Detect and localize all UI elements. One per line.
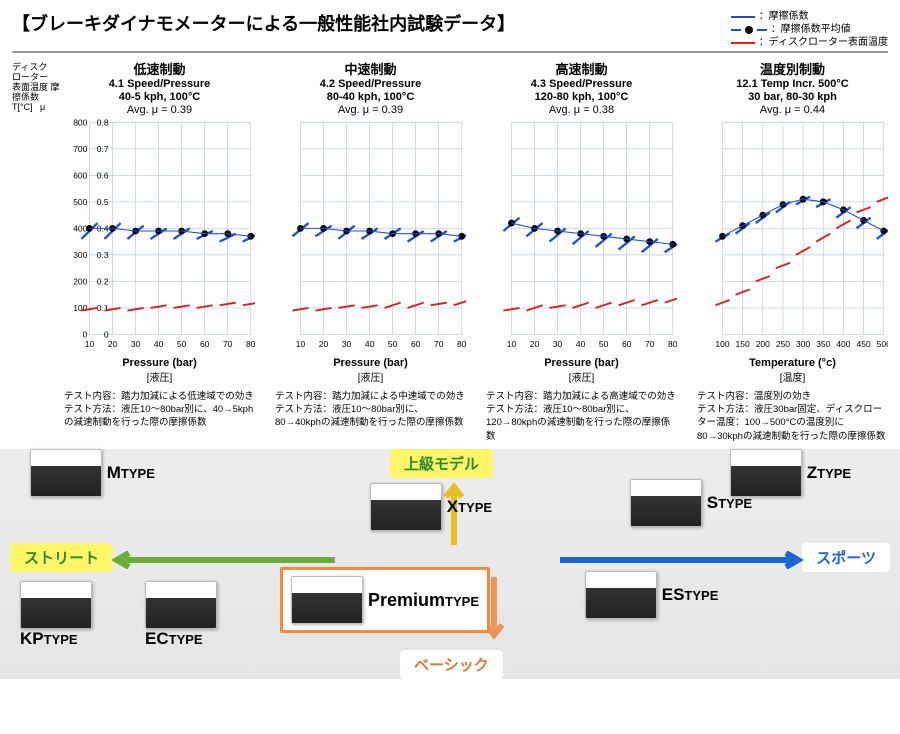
pill-street: ストリート — [10, 543, 113, 572]
svg-text:250: 250 — [776, 340, 790, 350]
svg-text:30: 30 — [131, 340, 141, 350]
svg-text:50: 50 — [177, 340, 187, 350]
svg-text:10: 10 — [85, 340, 95, 350]
y-axis-header: ディスク ローター 表面温度 摩擦係数 T[°C]μ — [12, 59, 64, 443]
svg-text:0.5: 0.5 — [97, 197, 109, 207]
pill-sports: スポーツ — [802, 543, 890, 572]
svg-text:0: 0 — [104, 330, 109, 340]
svg-text:450: 450 — [857, 340, 871, 350]
svg-text:0.2: 0.2 — [97, 277, 109, 287]
product-m: MTYPE — [30, 449, 155, 497]
svg-text:10: 10 — [296, 340, 306, 350]
svg-text:600: 600 — [73, 171, 87, 181]
svg-text:50: 50 — [388, 340, 398, 350]
svg-text:40: 40 — [576, 340, 586, 350]
chart-legend: ：摩擦係数 ：摩擦係数平均値 ：ディスクローター表面温度 — [731, 10, 888, 49]
svg-text:500: 500 — [73, 197, 87, 207]
svg-text:80: 80 — [457, 340, 466, 350]
product-map: 上級モデル ストリート スポーツ ベーシック MTYPE XTYPE STYPE… — [0, 449, 900, 679]
product-ec: ECTYPE — [145, 581, 217, 649]
svg-text:400: 400 — [836, 340, 850, 350]
svg-text:300: 300 — [796, 340, 810, 350]
chart-3: 100 150 200 250 300 350 400 450 500 — [697, 118, 888, 351]
chart-0: 010020030040050060070080000.10.20.30.40.… — [64, 118, 255, 351]
svg-text:20: 20 — [108, 340, 118, 350]
svg-text:0.8: 0.8 — [97, 118, 109, 127]
pill-advanced: 上級モデル — [390, 449, 493, 478]
svg-text:0.7: 0.7 — [97, 144, 109, 154]
svg-text:30: 30 — [553, 340, 563, 350]
svg-text:500: 500 — [877, 340, 888, 350]
svg-text:150: 150 — [736, 340, 750, 350]
chart-2: 10 20 30 40 50 60 70 80 — [486, 118, 677, 351]
svg-text:200: 200 — [73, 277, 87, 287]
product-premium: PremiumTYPE — [280, 567, 490, 633]
page-title: 【ブレーキダイナモメーターによる一般性能社内試験データ】 — [12, 10, 515, 36]
product-es: ESTYPE — [585, 571, 718, 619]
svg-text:80: 80 — [668, 340, 677, 350]
svg-text:40: 40 — [154, 340, 164, 350]
svg-text:0.1: 0.1 — [97, 303, 109, 313]
svg-text:60: 60 — [622, 340, 632, 350]
chart-1: 10 20 30 40 50 60 70 80 — [275, 118, 466, 351]
svg-text:40: 40 — [365, 340, 375, 350]
svg-text:0.6: 0.6 — [97, 171, 109, 181]
svg-text:20: 20 — [530, 340, 540, 350]
svg-text:300: 300 — [73, 250, 87, 260]
svg-text:400: 400 — [73, 224, 87, 234]
svg-text:10: 10 — [507, 340, 517, 350]
svg-text:80: 80 — [246, 340, 255, 350]
svg-text:0.3: 0.3 — [97, 250, 109, 260]
svg-text:700: 700 — [73, 144, 87, 154]
svg-text:350: 350 — [816, 340, 830, 350]
svg-text:30: 30 — [342, 340, 352, 350]
svg-text:70: 70 — [645, 340, 655, 350]
svg-text:100: 100 — [715, 340, 729, 350]
product-z: ZTYPE — [730, 449, 851, 497]
svg-text:60: 60 — [200, 340, 210, 350]
product-x: XTYPE — [370, 483, 492, 531]
svg-text:200: 200 — [756, 340, 770, 350]
svg-text:60: 60 — [411, 340, 421, 350]
svg-text:70: 70 — [223, 340, 233, 350]
svg-text:100: 100 — [73, 303, 87, 313]
svg-text:800: 800 — [73, 118, 87, 127]
svg-text:20: 20 — [319, 340, 329, 350]
svg-text:50: 50 — [599, 340, 609, 350]
product-kp: KPTYPE — [20, 581, 92, 649]
svg-text:70: 70 — [434, 340, 444, 350]
pill-basic: ベーシック — [400, 650, 503, 679]
svg-text:0: 0 — [83, 330, 88, 340]
